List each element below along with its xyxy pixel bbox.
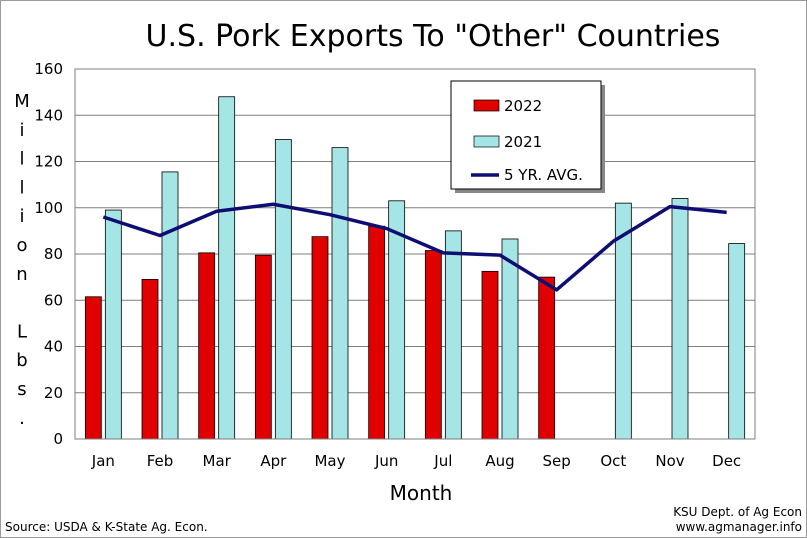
y-tick-label: 140: [34, 106, 63, 124]
x-tick-label: Jul: [433, 452, 452, 470]
y-axis-label-char: M: [14, 91, 30, 112]
bar-2021-Nov: [671, 198, 689, 440]
y-tick-label: 120: [34, 153, 63, 171]
bar-2021-Aug: [501, 238, 519, 440]
y-axis-label-char: b: [16, 350, 27, 371]
x-tick-label: Jun: [374, 452, 398, 470]
y-tick-label: 0: [53, 430, 63, 448]
bar-2021-Apr: [274, 139, 292, 440]
y-axis-label-char: l: [19, 149, 24, 170]
legend-label-5yr-avg: 5 YR. AVG.: [504, 166, 583, 184]
legend-swatch-2022: [473, 99, 500, 112]
y-axis-label-char: o: [16, 235, 27, 256]
y-tick-label: 100: [34, 199, 63, 217]
bar-2022-May: [311, 236, 329, 440]
x-tick-label: Mar: [203, 452, 232, 470]
legend-swatch-2021: [473, 135, 500, 148]
bar-2022-Aug: [481, 270, 499, 440]
legend: 2022 2021 5 YR. AVG.: [450, 80, 605, 193]
bar-2022-Jan: [84, 296, 102, 440]
y-axis-label-char: .: [19, 408, 25, 429]
y-tick-label: 80: [44, 245, 63, 263]
bar-2022-Mar: [198, 252, 216, 440]
source-note: Source: USDA & K-State Ag. Econ.: [5, 520, 208, 534]
y-axis-ticks: 0 20 40 60 80 100 120 140 160: [34, 60, 63, 448]
x-tick-label: Dec: [712, 452, 741, 470]
line-5-yr-avg: [102, 202, 727, 292]
y-axis-label-char: l: [19, 177, 24, 198]
bar-2022-Feb: [141, 279, 159, 440]
x-tick-label: Aug: [485, 452, 514, 470]
plot-area-border: [74, 68, 756, 440]
y-axis-label-char: n: [16, 264, 27, 285]
x-axis-label: Month: [390, 481, 453, 505]
x-tick-label: Nov: [655, 452, 684, 470]
bar-2022-Apr: [254, 254, 272, 440]
bar-2021-Mar: [218, 96, 236, 440]
x-tick-label: Jan: [91, 452, 115, 470]
y-tick-label: 160: [34, 60, 63, 78]
x-tick-label: May: [314, 452, 345, 470]
legend-label-2022: 2022: [504, 97, 542, 115]
gridlines: [75, 114, 755, 394]
x-tick-label: Sep: [543, 452, 571, 470]
bar-2021-Dec: [728, 243, 746, 440]
y-tick-label: 60: [44, 291, 63, 309]
y-axis-label-char: L: [17, 321, 27, 342]
average-line-series: [102, 202, 727, 292]
bar-2021-Jan: [104, 209, 122, 440]
credit-line-1: KSU Dept. of Ag Econ: [673, 505, 802, 519]
x-tick-label: Oct: [600, 452, 626, 470]
bar-2022-Jun: [368, 225, 386, 440]
x-tick-label: Feb: [147, 452, 174, 470]
bars: [84, 96, 746, 440]
legend-label-2021: 2021: [504, 133, 542, 151]
x-axis-ticks: Jan Feb Mar Apr May Jun Jul Aug Sep Oct Nov Dec: [91, 452, 741, 470]
bar-2021-Jul: [444, 230, 462, 440]
legend-box: [450, 80, 602, 190]
y-tick-label: 40: [44, 338, 63, 356]
bar-2022-Jul: [424, 250, 442, 440]
y-axis-label-char: i: [19, 120, 24, 141]
y-tick-label: 20: [44, 384, 63, 402]
credit-line-2: www.agmanager.info: [676, 520, 802, 534]
y-axis-label-char: i: [19, 206, 24, 227]
x-tick-label: Apr: [260, 452, 287, 470]
bar-2021-May: [331, 147, 349, 440]
bar-2022-Sep: [538, 276, 556, 440]
bar-2021-Feb: [161, 171, 179, 440]
chart-title: U.S. Pork Exports To "Other" Countries: [146, 19, 721, 54]
y-axis-label-char: s: [17, 379, 26, 400]
